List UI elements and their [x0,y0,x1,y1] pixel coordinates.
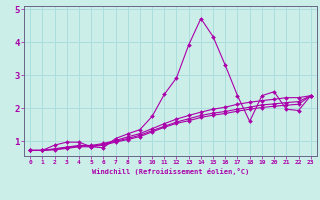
X-axis label: Windchill (Refroidissement éolien,°C): Windchill (Refroidissement éolien,°C) [92,168,249,175]
